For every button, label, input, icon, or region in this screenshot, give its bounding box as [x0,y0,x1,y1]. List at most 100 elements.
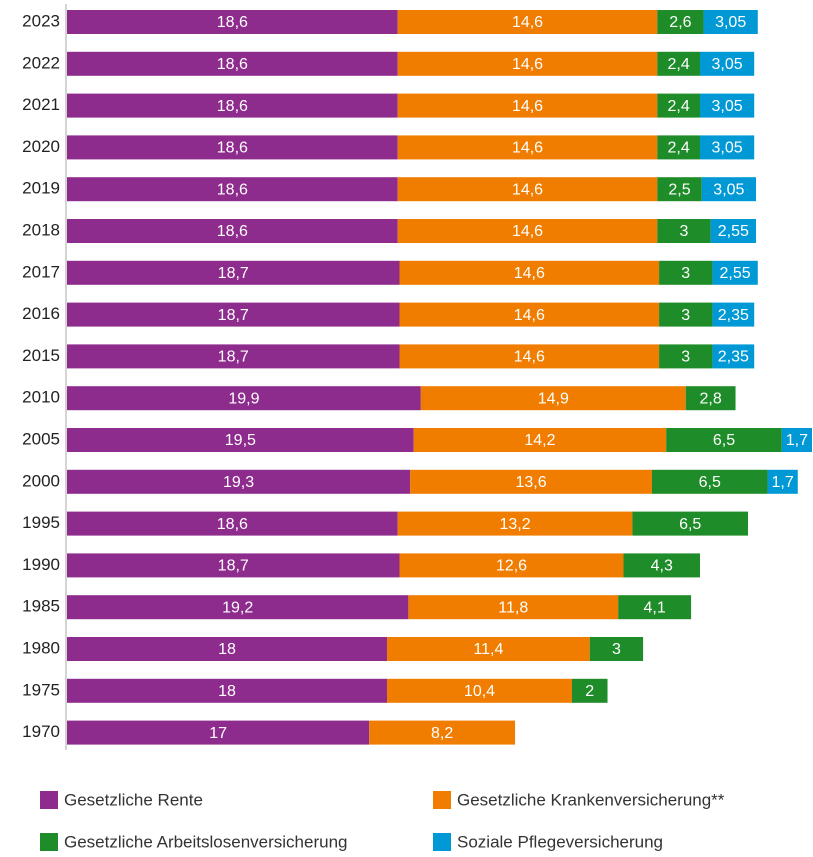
bar-segment [408,595,619,620]
y-tick-label: 2020 [22,137,60,156]
bar-segment [659,260,713,285]
y-tick-label: 1980 [22,638,60,657]
bar-segment [397,93,658,118]
value-label: 3 [680,223,689,240]
value-label: 14,9 [538,390,569,407]
y-tick-label: 2023 [22,11,60,30]
value-label: 14,6 [512,56,543,73]
value-label: 6,5 [713,432,735,449]
value-label: 19,9 [228,390,259,407]
bar-segment [397,10,658,34]
bar-segment [659,344,713,369]
bar-segment [67,428,414,452]
value-label: 18,6 [217,223,248,240]
legend-swatch [40,791,58,809]
value-label: 1,7 [786,432,808,449]
legend-label: Gesetzliche Arbeitslosenversicherung [64,832,347,851]
value-label: 3,05 [713,181,744,198]
value-label: 14,2 [524,432,555,449]
y-tick-label: 1985 [22,597,60,616]
legend-swatch [433,791,451,809]
bar-segment [399,260,660,285]
value-label: 12,6 [496,558,527,575]
bar-segment [701,177,756,202]
value-label: 18 [218,641,236,658]
bar-segment [67,344,400,369]
value-label: 19,3 [223,474,254,491]
value-label: 18,7 [218,558,249,575]
value-label: 2,35 [718,349,749,366]
value-label: 14,6 [512,223,543,240]
bar-segment [710,219,756,243]
value-label: 14,6 [512,181,543,198]
bar-segment [420,386,686,411]
bar-segment [67,720,370,745]
value-label: 19,5 [225,432,256,449]
bar-segment [67,135,398,160]
bar-segment [67,637,388,661]
legend-swatch [40,833,58,851]
bar-segment [699,135,755,160]
bar-segment [666,428,782,452]
value-label: 3 [681,307,690,324]
y-tick-label: 2019 [22,179,60,198]
bar-segment [67,595,409,620]
value-label: 2,4 [668,140,690,157]
value-label: 2,5 [668,181,690,198]
bar-segment [67,219,398,243]
bar-segment [413,428,667,452]
bar-segment [397,219,658,243]
bar-segment [397,511,633,536]
bar-segment [410,469,652,494]
bar-segment [685,386,736,411]
value-label: 3,05 [712,56,743,73]
legend-label: Soziale Pflegeversicherung [457,832,663,851]
bar-segment [623,553,700,578]
value-label: 3 [681,265,690,282]
value-label: 8,2 [431,725,453,742]
value-label: 14,6 [512,98,543,115]
value-label: 18,7 [218,265,249,282]
value-label: 2,35 [718,307,749,324]
value-label: 18,6 [217,14,248,31]
value-label: 2,4 [668,98,690,115]
y-tick-label: 1970 [22,722,60,741]
value-label: 11,8 [498,599,528,616]
value-label: 19,2 [222,599,253,616]
bar-segment [657,10,704,34]
bar-segment [399,553,624,578]
value-label: 10,4 [464,683,495,700]
bar-segment [712,302,755,327]
legend-swatch [433,833,451,851]
value-label: 6,5 [679,516,701,533]
y-tick-label: 1990 [22,555,60,574]
value-label: 2,8 [700,390,722,407]
value-label: 18,6 [217,56,248,73]
value-label: 14,6 [512,14,543,31]
bar-segment [589,637,644,661]
value-label: 2,55 [720,265,751,282]
value-label: 13,2 [499,516,530,533]
legend-label: Gesetzliche Rente [64,790,203,809]
value-label: 2,4 [668,56,690,73]
bar-segment [369,720,516,745]
y-tick-label: 2021 [22,95,60,114]
bar-segment [703,10,758,34]
y-tick-label: 1995 [22,513,60,532]
y-tick-label: 2018 [22,220,60,239]
bar-segment [712,260,758,285]
bar-segment [657,93,700,118]
bar-segment [67,469,411,494]
value-label: 18,6 [217,98,248,115]
bar-segment [699,51,755,76]
bar-segment [67,93,398,118]
y-tick-label: 2016 [22,304,60,323]
bar-segment [571,678,608,703]
bar-segment [67,260,400,285]
y-tick-label: 2017 [22,262,60,281]
bar-segment [657,177,702,202]
bar-segment [651,469,768,494]
value-label: 14,6 [514,307,545,324]
value-label: 3,05 [712,98,743,115]
